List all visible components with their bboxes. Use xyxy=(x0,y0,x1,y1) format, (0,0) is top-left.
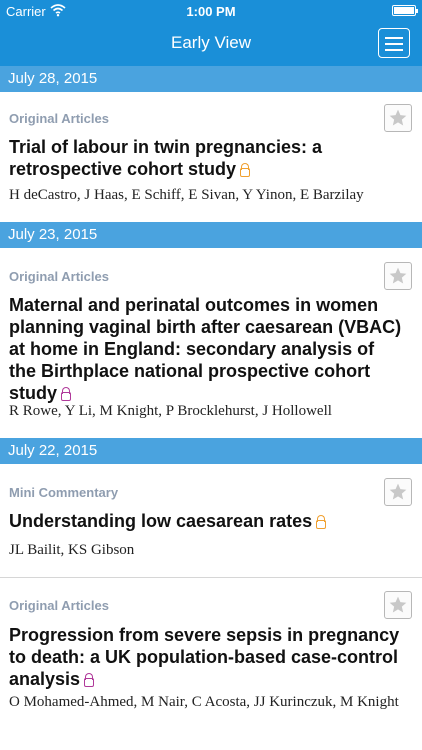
article-category: Original Articles xyxy=(9,598,109,613)
star-icon xyxy=(389,596,407,613)
article-item[interactable]: Original Articles Maternal and perinatal… xyxy=(0,248,422,438)
status-bar: Carrier 1:00 PM xyxy=(0,0,422,22)
article-item[interactable]: Original Articles Trial of labour in twi… xyxy=(0,92,422,222)
open-access-lock-icon xyxy=(240,163,251,177)
article-title[interactable]: Understanding low caesarean rates xyxy=(9,510,404,532)
clock: 1:00 PM xyxy=(186,4,236,19)
article-item[interactable]: Mini Commentary Understanding low caesar… xyxy=(0,464,422,577)
article-title[interactable]: Trial of labour in twin pregnancies: a r… xyxy=(9,136,404,180)
page-title: Early View xyxy=(171,33,251,52)
date-header: July 22, 2015 xyxy=(0,438,422,464)
divider xyxy=(0,577,422,578)
favorite-star-button[interactable] xyxy=(384,104,412,132)
article-item[interactable]: Original Articles Progression from sever… xyxy=(0,578,422,750)
article-category: Mini Commentary xyxy=(9,485,119,500)
star-icon xyxy=(389,109,407,126)
navigation-bar: Carrier 1:00 PM Early View xyxy=(0,0,422,66)
article-authors: JL Bailit, KS Gibson xyxy=(9,542,135,558)
article-title[interactable]: Progression from severe sepsis in pregna… xyxy=(9,624,404,690)
article-title[interactable]: Maternal and perinatal outcomes in women… xyxy=(9,294,404,404)
open-access-lock-icon xyxy=(61,387,72,401)
favorite-star-button[interactable] xyxy=(384,478,412,506)
open-access-lock-icon xyxy=(84,673,95,687)
article-category: Original Articles xyxy=(9,269,109,284)
date-header: July 28, 2015 xyxy=(0,66,422,92)
article-authors: O Mohamed-Ahmed, M Nair, C Acosta, JJ Ku… xyxy=(9,694,399,710)
article-title-text: Trial of labour in twin pregnancies: a r… xyxy=(9,137,323,179)
article-authors: R Rowe, Y Li, M Knight, P Brocklehurst, … xyxy=(9,403,332,419)
favorite-star-button[interactable] xyxy=(384,262,412,290)
article-title-text: Understanding low caesarean rates xyxy=(9,511,313,531)
favorite-star-button[interactable] xyxy=(384,591,412,619)
article-title-text: Maternal and perinatal outcomes in women… xyxy=(9,295,402,403)
open-access-lock-icon xyxy=(316,515,327,529)
star-icon xyxy=(389,483,407,500)
date-header: July 23, 2015 xyxy=(0,222,422,248)
star-icon xyxy=(389,267,407,284)
hamburger-menu-icon[interactable] xyxy=(378,28,410,58)
wifi-icon xyxy=(50,4,66,17)
article-authors: H deCastro, J Haas, E Schiff, E Sivan, Y… xyxy=(9,187,364,203)
battery-icon xyxy=(392,5,418,16)
article-category: Original Articles xyxy=(9,111,109,126)
article-title-text: Progression from severe sepsis in pregna… xyxy=(9,625,400,689)
carrier-label: Carrier xyxy=(6,4,46,19)
